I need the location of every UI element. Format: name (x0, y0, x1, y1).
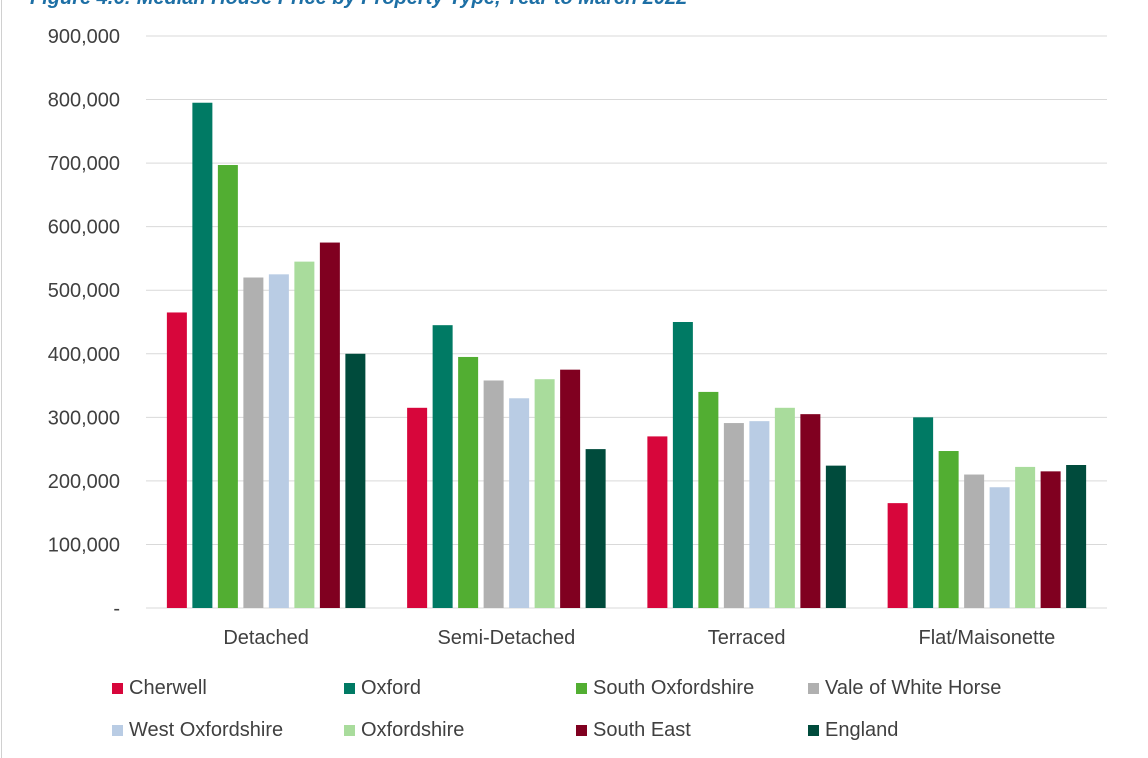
legend-item: England (808, 716, 898, 744)
legend-label: Oxfordshire (361, 718, 465, 741)
bar-oxfordshire (294, 261, 315, 608)
bar-south-east (319, 242, 340, 609)
bar-west-oxfordshire (749, 421, 770, 608)
bar-south-oxfordshire (458, 356, 479, 608)
bar-west-oxfordshire (989, 487, 1010, 608)
legend-swatch (344, 682, 355, 694)
legend-item: South Oxfordshire (576, 674, 754, 702)
bar-england (585, 449, 606, 608)
legend-label: West Oxfordshire (129, 718, 284, 741)
legend-swatch (112, 724, 123, 736)
bar-vale-of-white-horse (723, 423, 744, 608)
bar-vale-of-white-horse (483, 380, 504, 608)
legend-item: Oxford (344, 674, 421, 702)
legend-swatch (808, 682, 819, 694)
y-tick-label: 300,000 (48, 407, 120, 429)
bar-oxford (432, 325, 453, 608)
bar-cherwell (647, 436, 668, 608)
bar-cherwell (166, 312, 187, 608)
bar-west-oxfordshire (509, 398, 530, 608)
bar-oxfordshire (534, 379, 555, 608)
bar-england (1066, 465, 1087, 608)
legend-label: Cherwell (129, 676, 207, 699)
legend-swatch (576, 682, 587, 694)
legend-swatch (112, 682, 123, 694)
legend-item: Cherwell (112, 674, 207, 702)
chart-border (1, 0, 2, 758)
legend-label: South East (593, 718, 691, 741)
bar-south-oxfordshire (217, 165, 238, 609)
bar-oxford (672, 322, 693, 608)
legend-item: Vale of White Horse (808, 674, 1001, 702)
y-tick-label: 200,000 (48, 471, 120, 493)
bar-west-oxfordshire (268, 274, 289, 608)
bar-south-east (800, 414, 821, 608)
y-tick-label: - (113, 598, 120, 620)
bar-england (825, 465, 846, 608)
bar-oxfordshire (1015, 466, 1036, 608)
legend-swatch (344, 724, 355, 736)
bar-south-oxfordshire (698, 391, 719, 608)
bar-oxfordshire (774, 407, 795, 608)
bar-england (345, 353, 366, 608)
legend-item: South East (576, 716, 691, 744)
bar-vale-of-white-horse (243, 277, 264, 608)
bar-south-east (1040, 471, 1061, 608)
x-tick-label: Terraced (708, 627, 786, 649)
bar-south-oxfordshire (938, 451, 959, 608)
y-tick-label: 100,000 (48, 534, 120, 556)
y-tick-label: 700,000 (48, 153, 120, 175)
y-tick-label: 500,000 (48, 280, 120, 302)
legend-swatch (808, 724, 819, 736)
bar-oxford (913, 417, 934, 608)
x-tick-label: Semi-Detached (437, 627, 575, 649)
legend-item: West Oxfordshire (112, 716, 283, 744)
bar-cherwell (407, 407, 428, 608)
y-tick-label: 600,000 (48, 217, 120, 239)
chart-title: Figure 4.6: Median House Price by Proper… (30, 0, 687, 10)
bar-south-east (560, 369, 581, 608)
legend-label: Vale of White Horse (825, 676, 1002, 699)
y-tick-label: 900,000 (48, 26, 120, 48)
legend-swatch (576, 724, 587, 736)
x-tick-label: Flat/Maisonette (919, 627, 1056, 649)
legend-item: Oxfordshire (344, 716, 464, 744)
bar-chart: - 100,000 200,000 300,000 400,000 500,000 600,… (48, 26, 1107, 649)
y-tick-label: 800,000 (48, 90, 120, 112)
y-tick-label: 400,000 (48, 344, 120, 366)
bar-cherwell (887, 503, 908, 608)
bar-oxford (192, 102, 213, 608)
x-tick-label: Detached (223, 627, 309, 649)
legend-label: South Oxfordshire (593, 676, 755, 699)
bar-vale-of-white-horse (964, 474, 985, 608)
legend-label: Oxford (361, 676, 422, 699)
legend-label: England (825, 718, 899, 741)
